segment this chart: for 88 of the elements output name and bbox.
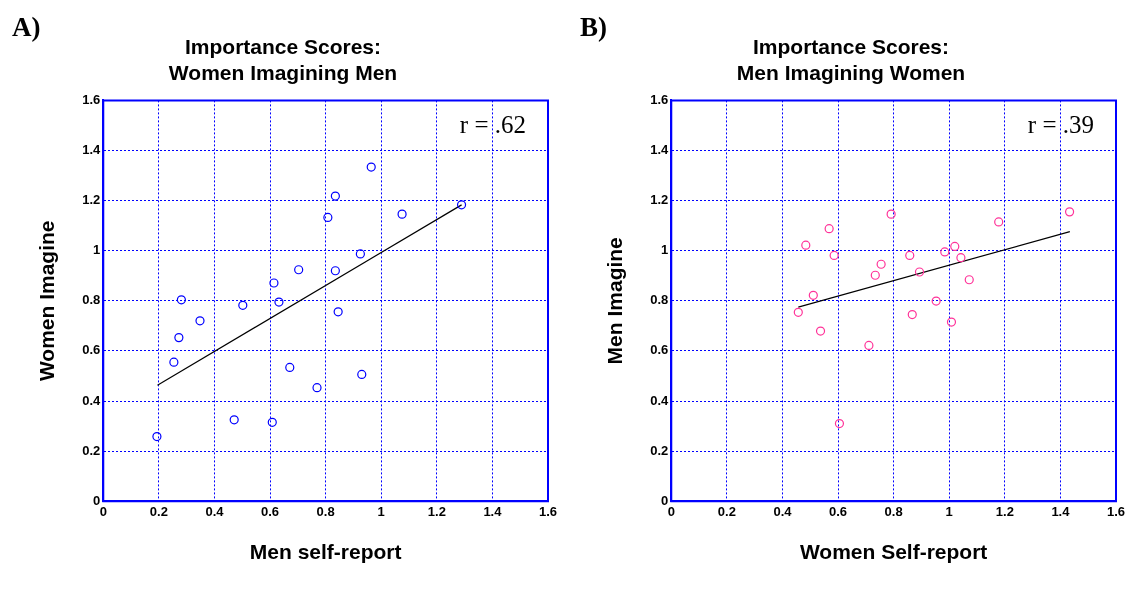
annotation: r = .62 [459, 110, 526, 138]
point [267, 417, 277, 427]
y-tick-label: 0.8 [650, 292, 669, 308]
point [940, 247, 950, 257]
point [801, 240, 811, 250]
y-tick-label: 1.4 [82, 142, 102, 158]
point [169, 357, 179, 367]
y-tick-label: 1 [661, 242, 669, 258]
y-axis-title: Women Imagine [35, 220, 59, 382]
y-tick-label: 0.4 [650, 392, 670, 408]
point [294, 265, 304, 275]
point [152, 431, 162, 442]
x-tick-label: 1 [945, 503, 953, 519]
y-tick-label: 1.2 [82, 192, 101, 208]
y-tick-label: 0.8 [82, 292, 101, 308]
y-tick-label: 1 [93, 242, 101, 258]
point [285, 362, 295, 373]
point [886, 209, 896, 219]
y-tick-label: 0.2 [82, 442, 101, 458]
x-tick-label: 1.4 [483, 503, 503, 519]
point [876, 259, 886, 269]
y-tick-label: 0.6 [650, 342, 669, 358]
y-tick-label: 1.6 [650, 91, 669, 107]
point [269, 278, 279, 288]
point [829, 250, 839, 261]
x-tick-label: 0.6 [829, 503, 848, 519]
point [333, 307, 343, 317]
x-tick-label: 0.8 [884, 503, 903, 519]
point [870, 270, 880, 280]
point [366, 162, 376, 172]
point [994, 217, 1004, 227]
point [914, 267, 925, 277]
point [330, 191, 340, 201]
point [312, 383, 322, 393]
text: A) [12, 12, 41, 43]
x-tick-label: 0.2 [717, 503, 736, 519]
y-axis-title: Men Imagine [603, 237, 627, 365]
x-tick-label: 0.4 [205, 503, 225, 519]
point [195, 316, 205, 326]
point [793, 307, 803, 317]
x-tick-label: 1.6 [1106, 503, 1126, 519]
point [864, 340, 874, 350]
point [931, 296, 941, 306]
point [905, 250, 915, 261]
x-tick-label: 1.2 [995, 503, 1014, 519]
x-tick-label: 1.2 [427, 503, 446, 519]
chart-title: Importance Scores: Women Imagining Men [168, 35, 398, 84]
y-tick-label: 0 [661, 492, 669, 508]
y-tick-label: 0.4 [82, 392, 102, 408]
point [174, 333, 184, 343]
x-axis-title: Women Self-report [799, 540, 988, 564]
point [397, 209, 407, 219]
x-tick-label: 0.2 [149, 503, 168, 519]
point [815, 326, 826, 336]
point [229, 415, 239, 425]
point [238, 300, 248, 310]
point [1064, 207, 1075, 217]
x-tick-label: 0.6 [261, 503, 280, 519]
chart-title: Importance Scores: Men Imagining Women [736, 35, 966, 84]
x-tick-label: 0.4 [773, 503, 793, 519]
y-tick-label: 0 [93, 492, 101, 508]
point [355, 249, 365, 259]
x-tick-label: 1 [377, 503, 385, 519]
y-tick-label: 1.4 [650, 142, 670, 158]
x-tick-label: 0.8 [316, 503, 335, 519]
y-tick-label: 0.2 [650, 442, 669, 458]
point [323, 212, 333, 222]
x-tick-label: 1.6 [538, 503, 558, 519]
point [808, 290, 818, 300]
y-tick-label: 1.6 [82, 91, 101, 107]
point [456, 200, 467, 210]
point [274, 297, 284, 307]
point [946, 317, 957, 327]
point [176, 295, 186, 305]
y-tick-label: 0.6 [82, 342, 101, 358]
point [834, 418, 845, 429]
point [950, 241, 960, 252]
point [824, 224, 834, 234]
text: B) [580, 12, 607, 43]
point [956, 253, 966, 263]
y-tick-label: 1.2 [650, 192, 669, 208]
point [330, 266, 340, 276]
annotation: r = .39 [1027, 110, 1094, 138]
point [357, 369, 367, 380]
point [907, 309, 917, 320]
x-axis-title: Men self-report [249, 540, 402, 564]
point [964, 275, 974, 285]
x-tick-label: 1.4 [1051, 503, 1071, 519]
